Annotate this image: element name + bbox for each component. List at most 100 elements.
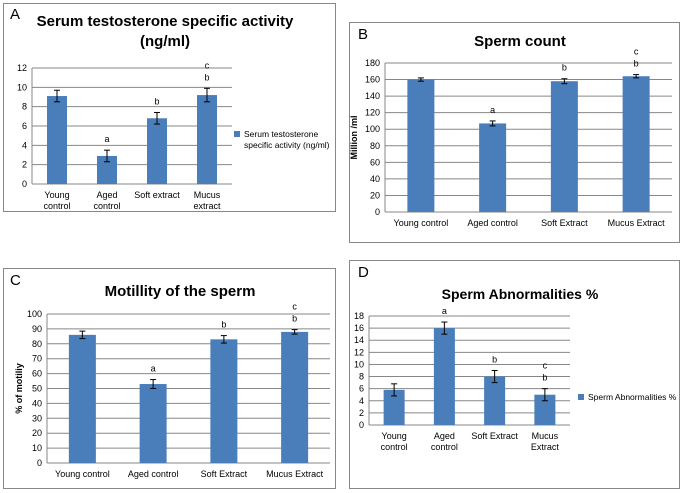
significance-label-b-3: c: [634, 47, 639, 57]
x-tick-label-d-3: Mucus: [532, 431, 559, 441]
bar-c-1: [139, 384, 167, 463]
x-tick-label-a-3: Mucus: [194, 190, 221, 200]
chart-title-a-line-2: (ng/ml): [140, 33, 190, 50]
chart-panel-d: [349, 260, 680, 489]
bar-c-3: [281, 331, 309, 463]
y-tick-label-d: 14: [354, 335, 364, 345]
chart-title-d: Sperm Abnormalities %: [400, 285, 640, 303]
bar-c-2: [210, 339, 238, 463]
chart-title-c: Motillity of the sperm: [60, 282, 300, 302]
legend-swatch-a: [234, 131, 240, 137]
bar-d-1: [433, 328, 455, 425]
significance-label-c-1: a: [151, 364, 156, 374]
chart-panel-c: [3, 268, 336, 489]
y-tick-label-c: 10: [32, 443, 42, 453]
panel-letter-d: D: [358, 264, 369, 281]
y-tick-label-d: 18: [354, 311, 364, 321]
y-tick-label-d: 6: [359, 384, 364, 394]
y-tick-label-c: 20: [32, 428, 42, 438]
bar-b-2: [550, 81, 578, 212]
x-tick-label-d-3: Extract: [531, 442, 560, 452]
x-tick-label-b-3: Mucus Extract: [608, 218, 666, 228]
significance-label-b-2: b: [562, 63, 567, 73]
significance-label-a-1: a: [104, 134, 109, 144]
significance-label-a-2: b: [154, 96, 159, 106]
x-tick-label-d-2: Soft Extract: [471, 431, 518, 441]
y-tick-label-a: 12: [17, 63, 27, 73]
x-tick-label-a-0: control: [43, 201, 70, 211]
legend-swatch-d: [578, 394, 584, 400]
y-tick-label-b: 100: [365, 124, 380, 134]
y-axis-label-b: Million /ml: [349, 116, 359, 160]
y-tick-label-b: 140: [365, 91, 380, 101]
significance-label-d-1: a: [442, 306, 447, 316]
significance-label-b-3: b: [634, 59, 639, 69]
y-tick-label-b: 80: [370, 141, 380, 151]
chart-title-a-line-1: Serum testosterone specific activity: [36, 13, 294, 30]
y-tick-label-c: 90: [32, 324, 42, 334]
significance-label-d-2: b: [492, 355, 497, 365]
significance-label-c-3: b: [292, 314, 297, 324]
x-tick-label-d-1: control: [431, 442, 458, 452]
y-tick-label-c: 0: [37, 458, 42, 468]
legend-a-line-1: Serum testosterone: [244, 129, 319, 139]
significance-label-a-3: c: [205, 60, 210, 70]
y-tick-label-c: 80: [32, 339, 42, 349]
bar-b-3: [622, 76, 650, 212]
bar-d-2: [484, 376, 506, 425]
y-tick-label-b: 20: [370, 190, 380, 200]
chart-title-b-text: Sperm count: [474, 33, 566, 50]
y-tick-label-a: 4: [22, 140, 27, 150]
x-tick-label-c-1: Aged control: [128, 469, 179, 479]
bar-a-1: [97, 155, 117, 184]
panel-letter-b: B: [358, 26, 369, 43]
significance-label-b-1: a: [490, 105, 495, 115]
y-tick-label-c: 50: [32, 384, 42, 394]
legend-a: Serum testosterone specific activity (ng…: [234, 129, 330, 151]
y-tick-label-a: 2: [22, 160, 27, 170]
x-tick-label-a-3: extract: [193, 201, 221, 211]
x-tick-label-c-2: Soft Extract: [201, 469, 248, 479]
legend-d: Sperm Abnormalities %: [578, 392, 676, 403]
chart-title-a: Serum testosterone specific activity (ng…: [20, 12, 310, 52]
significance-label-c-3: c: [292, 302, 297, 312]
x-tick-label-d-0: control: [381, 442, 408, 452]
bar-a-3: [197, 95, 217, 184]
bar-d-3: [534, 394, 556, 425]
x-tick-label-c-3: Mucus Extract: [266, 469, 324, 479]
y-tick-label-c: 30: [32, 413, 42, 423]
y-tick-label-c: 40: [32, 398, 42, 408]
bar-b-1: [479, 123, 507, 212]
y-tick-label-a: 8: [22, 102, 27, 112]
bar-b-0: [407, 79, 435, 212]
y-tick-label-b: 0: [375, 207, 380, 217]
panel-letter-a: A: [10, 6, 21, 23]
y-tick-label-c: 70: [32, 354, 42, 364]
bar-a-2: [147, 118, 167, 184]
y-tick-label-d: 8: [359, 372, 364, 382]
x-tick-label-b-1: Aged control: [467, 218, 518, 228]
x-tick-label-b-0: Young control: [394, 218, 449, 228]
chart-title-b: Sperm count: [400, 32, 640, 52]
y-tick-label-d: 2: [359, 408, 364, 418]
x-tick-label-c-0: Young control: [55, 469, 110, 479]
x-tick-label-d-0: Young: [382, 431, 407, 441]
significance-label-a-3: b: [204, 72, 209, 82]
significance-label-c-2: b: [221, 320, 226, 330]
x-tick-label-a-1: Aged: [96, 190, 117, 200]
y-tick-label-b: 60: [370, 157, 380, 167]
chart-title-c-text: Motillity of the sperm: [104, 283, 256, 300]
x-tick-label-d-1: Aged: [434, 431, 455, 441]
y-tick-label-d: 4: [359, 396, 364, 406]
y-tick-label-a: 6: [22, 121, 27, 131]
bar-d-0: [383, 389, 405, 425]
y-tick-label-d: 0: [359, 420, 364, 430]
y-tick-label-a: 0: [22, 179, 27, 189]
panel-letter-c: C: [10, 272, 21, 289]
y-tick-label-b: 120: [365, 108, 380, 118]
y-axis-label-c: % of motiliy: [14, 363, 24, 414]
x-tick-label-a-0: Young: [44, 190, 69, 200]
